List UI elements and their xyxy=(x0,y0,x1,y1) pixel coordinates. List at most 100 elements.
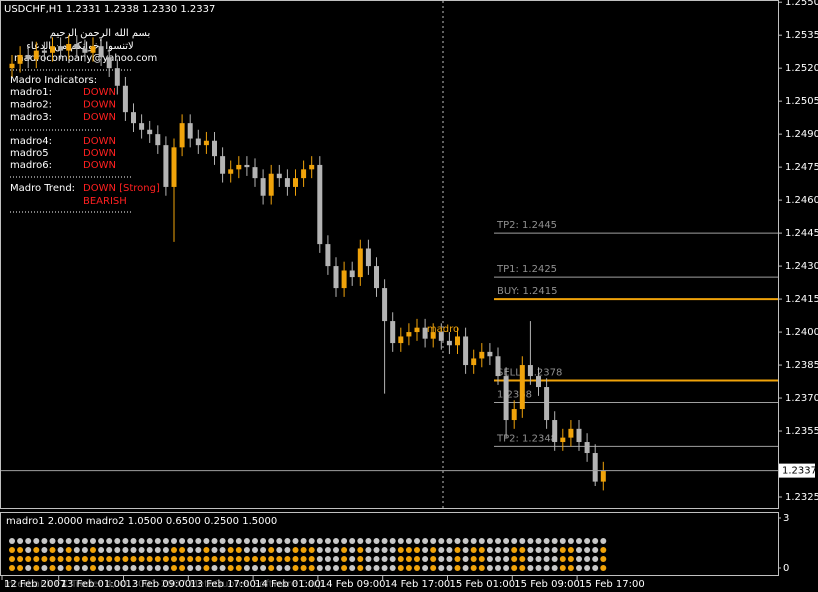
signal-dot xyxy=(543,565,550,571)
signal-dot xyxy=(114,538,121,544)
signal-dot xyxy=(33,565,40,571)
signal-dot xyxy=(276,556,283,562)
signal-dot xyxy=(438,556,445,562)
candle-body xyxy=(519,365,525,410)
candle-body xyxy=(33,50,39,60)
signal-dot xyxy=(341,556,348,562)
signal-dot xyxy=(65,556,72,562)
signal-dot xyxy=(405,538,412,544)
signal-dot xyxy=(389,565,396,571)
signal-dot xyxy=(179,538,186,544)
signal-dot xyxy=(203,547,210,553)
signal-dot xyxy=(389,538,396,544)
signal-dot xyxy=(430,556,437,562)
signal-dot xyxy=(551,538,558,544)
candle-body xyxy=(341,270,347,289)
level-label: TP2: 1.2445 xyxy=(496,220,557,231)
signal-dot xyxy=(292,538,299,544)
signal-dot xyxy=(576,565,582,571)
signal-dot xyxy=(162,556,169,562)
signal-dot xyxy=(154,547,161,553)
candle-body xyxy=(438,332,444,341)
info-label: Madro Trend: xyxy=(10,183,75,194)
signal-dot xyxy=(357,556,364,562)
signal-dot xyxy=(341,538,348,544)
signal-dot xyxy=(179,556,186,562)
candle-body xyxy=(58,46,64,51)
candle-body xyxy=(66,43,72,51)
signal-dot xyxy=(430,538,437,544)
signal-dot xyxy=(592,565,599,571)
y-tick-label: 1.2445 xyxy=(785,228,818,239)
signal-dot xyxy=(138,547,145,553)
signal-dot xyxy=(146,538,153,544)
signal-dot xyxy=(41,565,48,571)
signal-dot xyxy=(73,556,80,562)
info-value: DOWN xyxy=(83,112,116,123)
signal-dot xyxy=(462,565,469,571)
current-price-label: 1.2337 xyxy=(782,466,817,477)
signal-dot xyxy=(65,565,72,571)
signal-dot xyxy=(73,547,80,553)
signal-dot xyxy=(543,547,550,553)
candle-body xyxy=(349,270,355,278)
signal-dot xyxy=(81,538,88,544)
signal-dot xyxy=(227,556,234,562)
signal-dot xyxy=(260,565,267,571)
candle-body xyxy=(463,336,469,366)
signal-dot xyxy=(446,556,453,562)
signal-dot xyxy=(341,547,348,553)
candle-body xyxy=(41,50,47,53)
signal-dot xyxy=(171,547,177,553)
signal-dot xyxy=(243,547,250,553)
signal-dot xyxy=(527,547,534,553)
x-tick-label: 13 Feb 01:00 xyxy=(61,579,127,590)
signal-dot xyxy=(171,556,177,562)
signal-dot xyxy=(527,538,534,544)
signal-dot xyxy=(284,565,291,571)
signal-dot xyxy=(405,565,412,571)
signal-dot xyxy=(527,556,534,562)
signal-dot xyxy=(49,556,56,562)
signal-dot xyxy=(333,565,339,571)
signal-dot xyxy=(511,565,518,571)
signal-dot xyxy=(503,565,510,571)
signal-dot xyxy=(81,556,88,562)
x-tick-label: 13 Feb 17:00 xyxy=(190,579,256,590)
candle-body xyxy=(309,164,315,170)
signal-dot xyxy=(284,547,291,553)
signal-dot xyxy=(462,556,469,562)
signal-dot xyxy=(211,565,218,571)
signal-dot xyxy=(316,538,323,544)
marker-label: madro xyxy=(427,324,459,335)
signal-dot xyxy=(33,547,40,553)
candle-body xyxy=(390,321,396,344)
signal-dot xyxy=(454,565,461,571)
candle-body xyxy=(98,46,104,58)
signal-dot xyxy=(138,565,145,571)
candle-body xyxy=(527,365,533,377)
signal-dot xyxy=(187,547,194,553)
signal-dot xyxy=(324,556,331,562)
signal-dot xyxy=(130,538,137,544)
signal-dot xyxy=(57,547,64,553)
signal-dot xyxy=(106,556,113,562)
signal-dot xyxy=(511,547,518,553)
signal-dot xyxy=(25,538,32,544)
signal-dot xyxy=(381,547,388,553)
signal-dot xyxy=(365,547,372,553)
signal-dot xyxy=(551,565,558,571)
candle-body xyxy=(155,134,161,146)
signal-dot xyxy=(478,538,485,544)
signal-dot xyxy=(292,556,299,562)
candle-body xyxy=(244,164,250,168)
signal-dot xyxy=(470,565,477,571)
candle-body xyxy=(503,376,509,421)
signal-dot xyxy=(333,547,339,553)
indicator-tick-label: 0 xyxy=(783,563,789,574)
indicator-frame xyxy=(0,512,779,576)
signal-dot xyxy=(17,538,24,544)
candle-body xyxy=(487,351,493,357)
signal-dot xyxy=(98,547,105,553)
